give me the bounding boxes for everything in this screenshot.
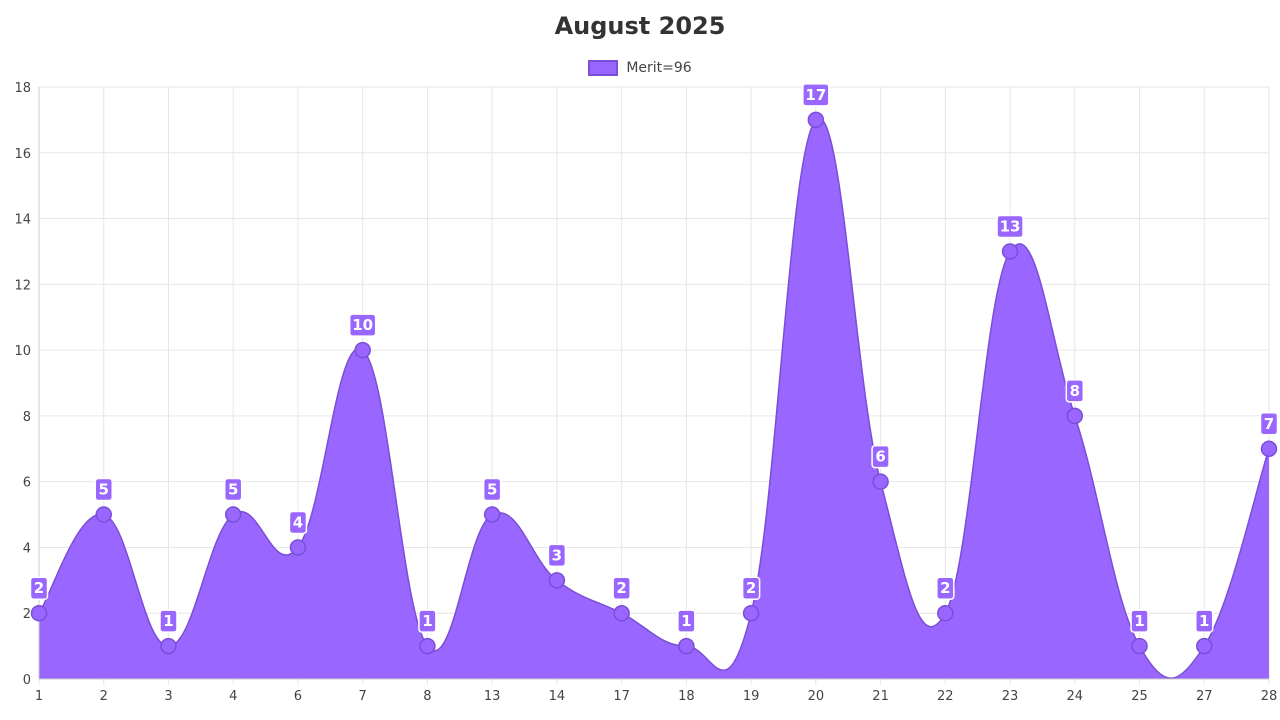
y-tick-label: 12 (14, 278, 31, 293)
y-tick-label: 16 (14, 147, 31, 162)
data-label-bg (348, 313, 377, 337)
y-tick-label: 10 (14, 344, 31, 359)
x-tick-label: 27 (1196, 689, 1213, 704)
data-point (289, 539, 307, 556)
data-label: 1 (1134, 612, 1144, 630)
data-label: 7 (1264, 415, 1274, 433)
data-label-bg (1259, 412, 1279, 436)
data-label: 3 (552, 546, 562, 564)
x-tick-label: 25 (1131, 689, 1148, 704)
data-label-bg (94, 477, 113, 502)
x-tick-label: 17 (613, 689, 630, 704)
data-label-bg (223, 477, 243, 502)
x-tick-label: 28 (1261, 689, 1278, 704)
data-label: 8 (1070, 382, 1080, 400)
data-label-bg (159, 609, 178, 633)
data-point (872, 473, 889, 490)
y-tick-label: 2 (23, 607, 31, 622)
data-point (224, 506, 242, 523)
data-label: 2 (940, 579, 950, 597)
data-label-bg (741, 576, 761, 600)
x-tick-label: 22 (937, 689, 954, 704)
data-point (483, 506, 501, 523)
data-label-bg (612, 576, 631, 600)
series-area (39, 118, 1269, 680)
data-label: 2 (746, 579, 756, 597)
data-label-bg (1130, 609, 1149, 633)
data-point (807, 111, 825, 129)
data-point (1196, 637, 1213, 655)
data-label: 17 (805, 86, 826, 104)
data-label-bg (996, 214, 1024, 239)
data-point (548, 572, 566, 589)
data-point (1260, 440, 1278, 458)
y-tick-label: 4 (23, 541, 31, 556)
data-label: 4 (293, 513, 303, 531)
data-label: 5 (487, 481, 497, 499)
data-point (1131, 637, 1148, 655)
y-tick-label: 14 (14, 213, 31, 228)
x-tick-label: 3 (164, 689, 172, 704)
y-tick-label: 6 (23, 476, 31, 491)
x-tick-label: 14 (549, 689, 566, 704)
data-label-bg (482, 477, 502, 502)
data-point (30, 604, 48, 622)
data-point (613, 604, 630, 622)
y-tick-label: 0 (23, 673, 31, 688)
data-point (1001, 243, 1019, 260)
data-point (95, 506, 112, 523)
data-point (160, 637, 177, 655)
x-tick-label: 7 (359, 689, 367, 704)
data-label: 2 (34, 579, 44, 597)
x-tick-label: 20 (808, 689, 825, 704)
data-point (1066, 407, 1084, 425)
data-label-bg (288, 510, 308, 535)
data-point (742, 604, 760, 622)
x-tick-label: 18 (678, 689, 695, 704)
x-tick-label: 24 (1067, 689, 1084, 704)
data-label-bg (29, 576, 49, 600)
x-tick-label: 21 (872, 689, 889, 704)
data-label-bg (418, 609, 437, 633)
y-tick-label: 18 (14, 81, 31, 96)
data-point (354, 341, 371, 359)
data-label: 13 (1000, 217, 1021, 235)
x-tick-label: 13 (484, 689, 501, 704)
x-tick-label: 19 (743, 689, 760, 704)
data-label: 1 (681, 612, 691, 630)
data-label: 6 (875, 448, 885, 466)
data-label-bg (802, 83, 830, 107)
data-label: 1 (163, 612, 173, 630)
data-label-bg (871, 444, 890, 469)
data-point (419, 637, 436, 655)
data-label-bg (547, 543, 567, 568)
legend-label: Merit=96 (626, 60, 692, 76)
data-label-bg (677, 609, 696, 633)
data-label: 1 (422, 612, 432, 630)
legend-swatch (588, 60, 619, 76)
data-label: 5 (228, 481, 238, 499)
series-line (38, 117, 1270, 679)
data-label-bg (1065, 379, 1085, 403)
x-tick-label: 4 (229, 689, 237, 704)
data-label: 1 (1199, 612, 1209, 630)
x-tick-label: 8 (423, 689, 431, 704)
legend[interactable]: Merit=96 (0, 60, 1280, 76)
data-point (678, 637, 695, 655)
x-tick-label: 2 (100, 689, 108, 704)
data-label: 10 (352, 316, 373, 334)
x-tick-label: 1 (35, 689, 43, 704)
y-tick-label: 8 (23, 410, 31, 425)
chart-title: August 2025 (554, 12, 726, 40)
x-tick-label: 23 (1002, 689, 1019, 704)
data-label-bg (1195, 609, 1214, 633)
data-label: 5 (99, 481, 109, 499)
data-label: 2 (616, 579, 626, 597)
x-tick-label: 6 (294, 689, 302, 704)
data-point (937, 604, 954, 622)
data-label-bg (936, 576, 955, 600)
